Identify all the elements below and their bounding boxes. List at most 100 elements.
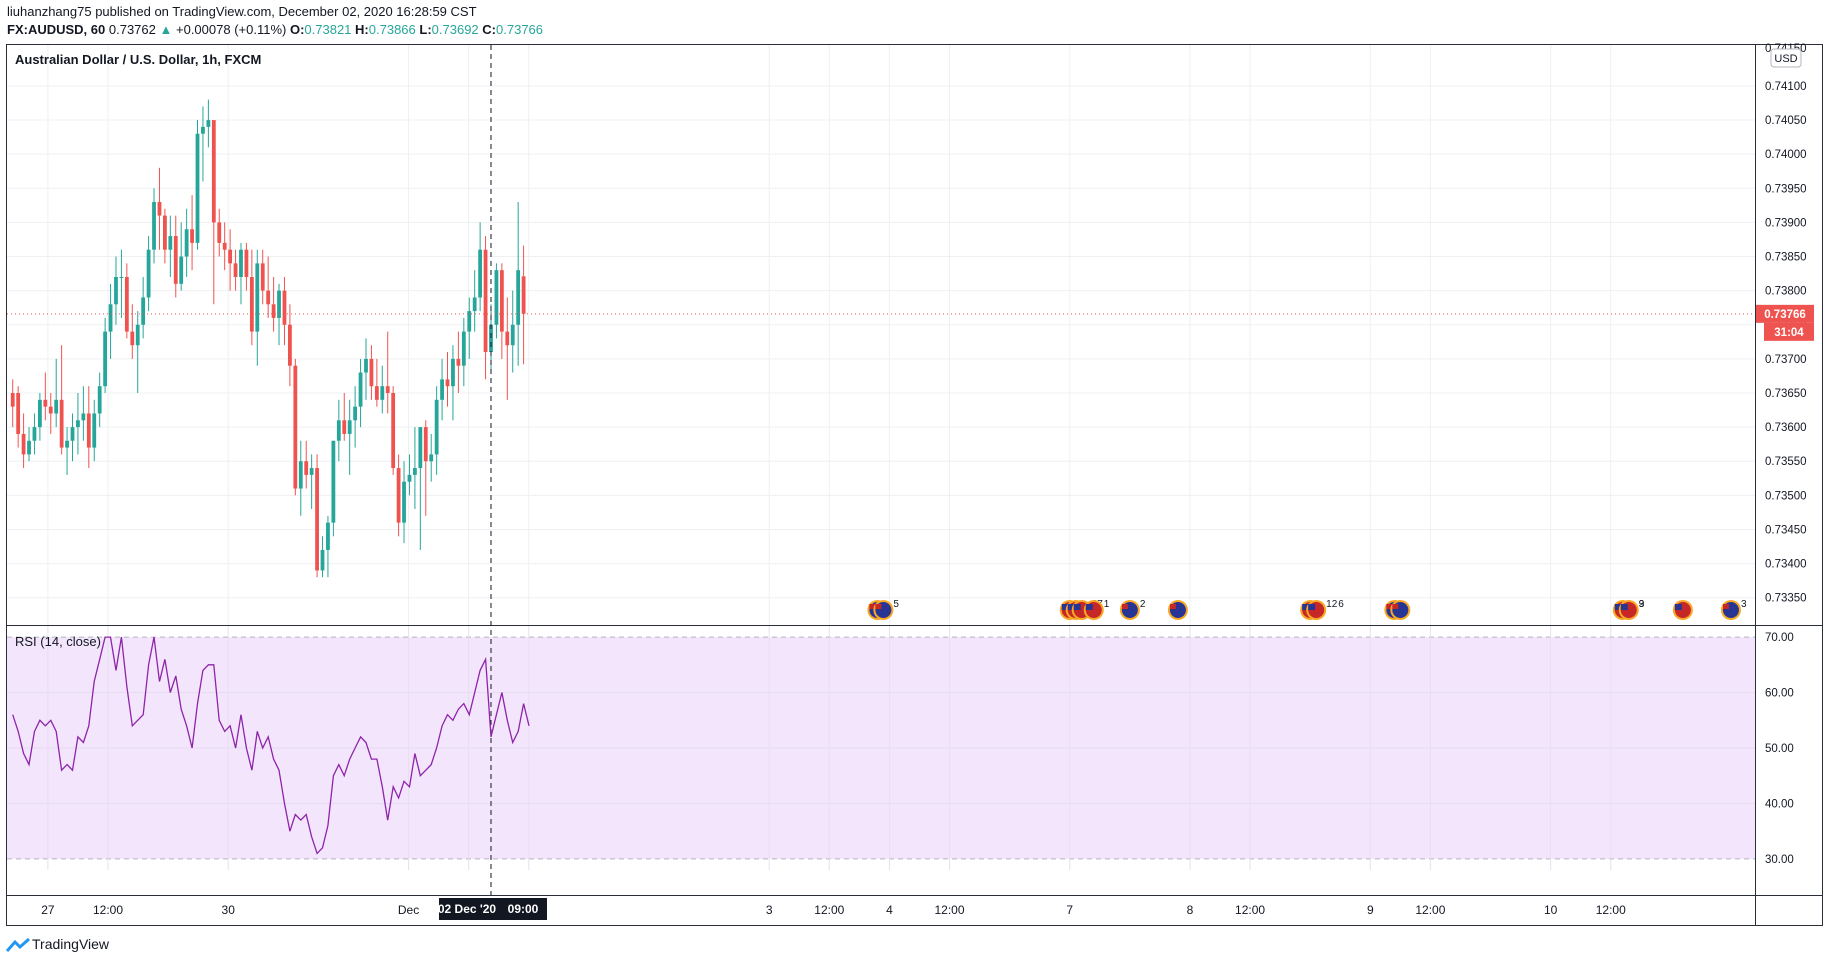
event-count-label: 12 — [1326, 599, 1338, 610]
candle-body — [157, 201, 162, 216]
candle-body — [108, 304, 113, 332]
candle-body — [228, 249, 233, 264]
candle-body — [173, 236, 178, 284]
price-axis-tick-label: 0.73650 — [1765, 388, 1807, 400]
price-axis-tick-label: 0.73800 — [1765, 286, 1807, 298]
candle-body — [119, 277, 124, 278]
rsi-axis-tick-label: 40.00 — [1765, 798, 1794, 810]
candle-body — [179, 256, 184, 284]
candle-body — [239, 249, 243, 277]
candle-body — [271, 304, 276, 318]
event-count-label: 9 — [1639, 599, 1645, 610]
candle-body — [76, 420, 80, 428]
candle-body — [86, 413, 91, 448]
candle-body — [48, 406, 53, 414]
candle-body — [124, 277, 129, 332]
candle-body — [391, 393, 396, 469]
time-axis-tick-label: 12:00 — [935, 903, 965, 917]
candle-body — [217, 222, 222, 243]
candle-body — [266, 290, 271, 305]
candle-body — [92, 413, 97, 448]
price-axis-tick-label: 0.73450 — [1765, 524, 1807, 536]
change-arrow-icon: ▲ — [159, 22, 173, 37]
candle-body — [494, 270, 499, 325]
price-tag-label: 0.73766 — [1764, 309, 1806, 321]
candle-body — [298, 461, 303, 489]
time-axis-tick-label: 4 — [886, 903, 893, 917]
time-axis-tick-label: 27 — [41, 903, 55, 917]
time-axis-tick-label: 7 — [1066, 903, 1073, 917]
candle-body — [37, 399, 42, 428]
candle-body — [521, 276, 526, 314]
australia-flag-icon — [1390, 600, 1411, 620]
crosshair-time-label-bg — [438, 898, 547, 920]
candle-body — [184, 229, 189, 257]
candle-body — [353, 406, 358, 421]
rsi-series-line — [12, 636, 530, 855]
rsi-axis-tick-label: 60.00 — [1765, 688, 1794, 700]
time-axis-tick-label: 12:00 — [93, 903, 123, 917]
candle-body — [440, 379, 444, 400]
price-tag — [1756, 304, 1814, 323]
candle-body — [434, 399, 439, 455]
candle-body — [249, 277, 254, 332]
countdown-tag-label: 31:04 — [1774, 327, 1804, 339]
candle-body — [233, 263, 238, 277]
candle-body — [407, 474, 412, 482]
candle-body — [168, 236, 173, 250]
candle-body — [135, 324, 140, 346]
candle-body — [380, 386, 385, 400]
symbol-info-line: FX:AUDUSD, 60 0.73762 ▲ +0.00078 (+0.11%… — [7, 21, 543, 38]
price-axis-tick-label: 0.74050 — [1765, 115, 1807, 127]
candle-body — [130, 331, 135, 346]
candle-body — [70, 427, 75, 441]
time-axis-tick-label: 12:00 — [1596, 903, 1626, 917]
candle-body — [418, 427, 423, 469]
usa-flag-icon — [1618, 600, 1639, 620]
candle-body — [342, 420, 347, 434]
candle-body — [478, 249, 483, 298]
time-axis-tick-label: 12:00 — [1235, 903, 1265, 917]
footer-brand[interactable]: TradingView — [6, 936, 109, 952]
event-count-label: 3 — [1639, 599, 1645, 610]
australia-flag-icon — [1720, 600, 1741, 620]
time-axis-tick-label: 10 — [1544, 903, 1558, 917]
candle-body — [326, 522, 330, 550]
close-label: C: — [482, 22, 497, 37]
candle-body — [374, 386, 379, 400]
low-value: 0.73692 — [431, 22, 479, 37]
candle-body — [499, 270, 504, 332]
candle-body — [65, 440, 69, 448]
candle-body — [97, 386, 102, 414]
price-axis-tick-label: 0.73950 — [1765, 183, 1807, 195]
candle-body — [445, 379, 450, 387]
candle-body — [103, 331, 108, 387]
crosshair-date-label: 02 Dec '20 — [438, 902, 497, 916]
time-axis-tick-label: 12:00 — [1415, 903, 1445, 917]
candle-body — [423, 427, 428, 462]
crosshair-time-label: 09:00 — [508, 902, 539, 916]
publisher-line: liuhanzhang75 published on TradingView.c… — [7, 4, 477, 19]
time-axis-tick-label: 3 — [766, 903, 773, 917]
candle-body — [385, 386, 390, 393]
candle-body — [402, 481, 406, 523]
symbol-label: FX:AUDUSD, 60 — [7, 22, 106, 37]
rsi-pane-title: RSI (14, close) — [15, 634, 101, 649]
candle-body — [201, 126, 205, 134]
open-value: 0.73821 — [304, 22, 352, 37]
time-axis-tick-label: Dec — [398, 903, 419, 917]
price-axis-tick-label: 0.73550 — [1765, 456, 1807, 468]
candle-body — [152, 201, 156, 250]
usa-flag-icon — [1306, 600, 1327, 620]
candle-body — [429, 454, 434, 462]
candle-body — [244, 249, 249, 277]
rsi-axis-tick-label: 50.00 — [1765, 743, 1794, 755]
candle-body — [206, 120, 211, 127]
candle-body — [190, 229, 194, 243]
candle-body — [369, 358, 374, 387]
candle-body — [304, 461, 309, 475]
candle-body — [141, 297, 146, 325]
event-count-label: 5 — [893, 599, 899, 610]
candle-body — [336, 420, 341, 441]
